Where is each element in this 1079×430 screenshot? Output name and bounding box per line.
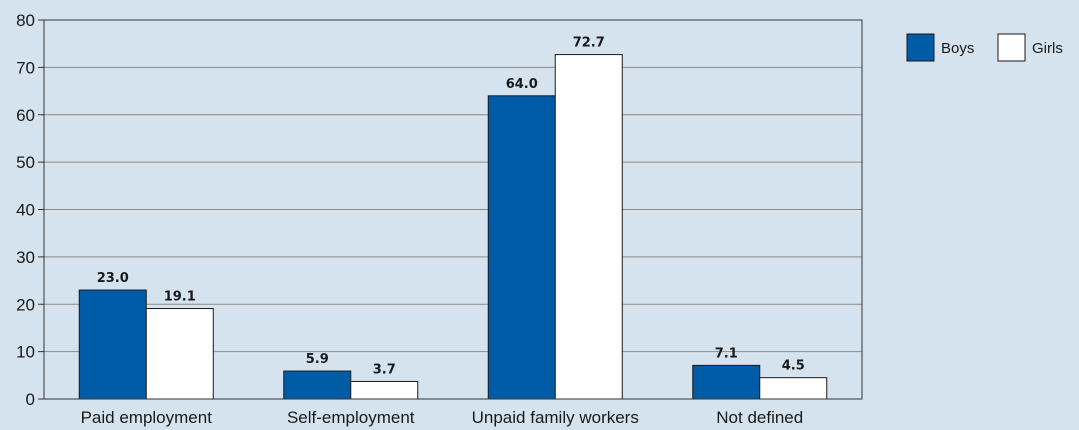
y-tick-label-50: 50	[16, 153, 35, 172]
x-axis-labels: Paid employment Self-employment Unpaid fam…	[81, 408, 804, 427]
bar-boys-2	[487, 95, 556, 400]
y-tick-label-30: 30	[16, 248, 35, 267]
legend-swatch-girls	[997, 33, 1026, 62]
data-label-boys-3: 7.1	[715, 346, 738, 361]
grid-lines	[44, 66, 862, 353]
bar-boys-0	[78, 289, 147, 400]
x-category-label-1: Self-employment	[287, 408, 415, 427]
y-axis-ticks: 0 10 20 30 40 50 60 70 80	[16, 11, 44, 409]
plot-frame	[43, 19, 863, 400]
x-category-label-2: Unpaid family workers	[472, 408, 639, 427]
y-tick-label-80: 80	[16, 11, 35, 30]
y-tick-label-70: 70	[16, 58, 35, 77]
data-label-girls-1: 3.7	[373, 362, 396, 377]
data-label-boys-0: 23.0	[97, 271, 129, 286]
data-labels: 23.0 19.1 5.9 3.7 64.0 72.7 7.1 4.5	[97, 36, 805, 378]
y-tick-label-0: 0	[26, 390, 35, 409]
bars	[78, 54, 828, 400]
legend-swatch-boys	[906, 33, 935, 62]
y-tick-label-60: 60	[16, 106, 35, 125]
data-label-boys-2: 64.0	[506, 77, 538, 92]
bar-girls-3	[759, 377, 828, 400]
y-tick-label-10: 10	[16, 343, 35, 362]
bar-girls-0	[145, 308, 214, 400]
data-label-boys-1: 5.9	[306, 352, 329, 367]
legend-label-girls: Girls	[1032, 40, 1063, 57]
bar-girls-2	[554, 54, 623, 400]
bar-girls-1	[350, 380, 419, 400]
data-label-girls-0: 19.1	[164, 290, 196, 305]
x-category-label-3: Not defined	[716, 408, 803, 427]
legend-label-boys: Boys	[941, 40, 974, 57]
y-tick-label-20: 20	[16, 295, 35, 314]
data-label-girls-3: 4.5	[782, 359, 805, 374]
x-category-label-0: Paid employment	[81, 408, 213, 427]
legend: Boys Girls	[906, 33, 1063, 62]
bar-boys-1	[283, 370, 352, 400]
data-label-girls-2: 72.7	[573, 36, 605, 51]
bar-boys-3	[692, 364, 761, 400]
y-tick-label-40: 40	[16, 201, 35, 220]
